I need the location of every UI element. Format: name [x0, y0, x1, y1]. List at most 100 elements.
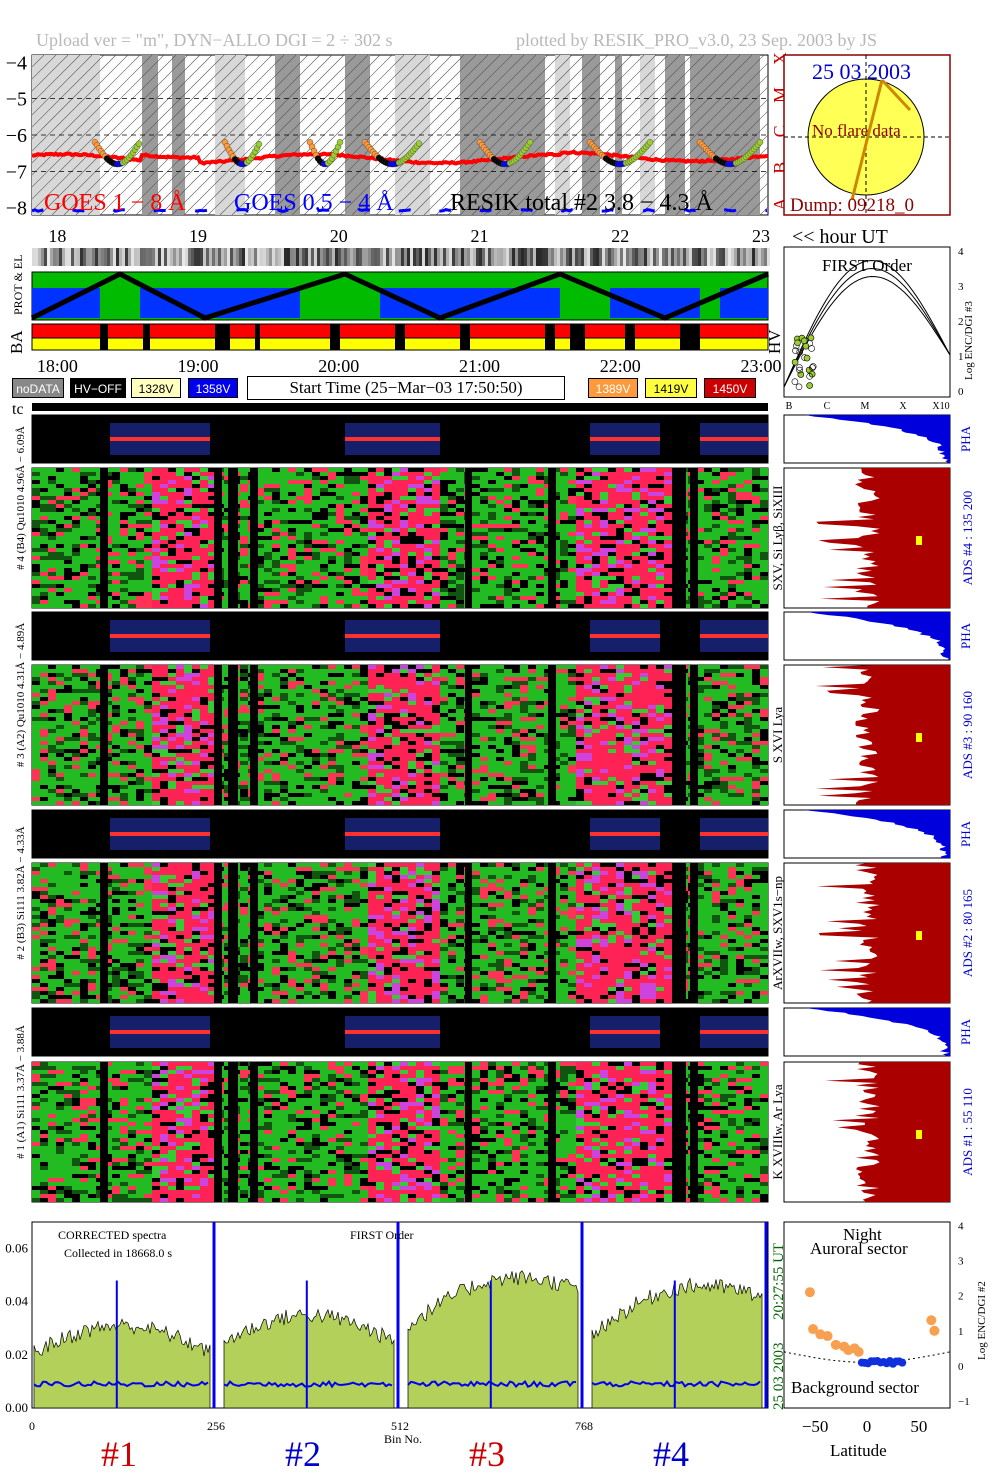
spectrogram-cell: [472, 604, 480, 608]
spectrogram-cell: [760, 564, 768, 568]
spectrogram-cell: [280, 600, 288, 604]
spectrogram-cell: [168, 596, 176, 600]
spectrogram-cell: [736, 500, 744, 504]
spectrogram-cell: [288, 536, 296, 540]
spectrogram-cell: [112, 468, 120, 472]
spectrogram-cell: [328, 516, 336, 520]
spectrogram-cell: [392, 496, 400, 500]
spectrogram-cell: [648, 528, 656, 532]
spectrogram-cell: [88, 476, 96, 480]
spectrogram-cell: [296, 472, 304, 476]
spectrogram-cell: [456, 592, 464, 596]
spectrogram-cell: [416, 564, 424, 568]
spectrogram-cell: [720, 588, 728, 592]
spectrogram-cell: [568, 536, 576, 540]
spectrogram-cell: [184, 757, 192, 761]
spectrogram-cell: [600, 548, 608, 552]
spectrogram-cell: [120, 757, 128, 761]
spectrogram-cell: [536, 476, 544, 480]
spectrogram-cell: [624, 536, 632, 540]
goes-hatch-line: [255, 55, 417, 215]
spectrogram-cell: [264, 480, 272, 484]
spectrogram-cell: [480, 524, 488, 528]
spectrogram-cell: [264, 717, 272, 721]
spectrogram-cell: [256, 540, 264, 544]
status-gray-seg: [284, 248, 287, 266]
spectrogram-cell: [376, 540, 384, 544]
ba-gap: [545, 324, 555, 350]
spectrogram-cell: [760, 580, 768, 584]
spectrogram-cell: [616, 604, 624, 608]
spectrogram-cell: [152, 548, 160, 552]
spectrogram-cell: [352, 576, 360, 580]
spectrogram-cell: [32, 741, 40, 745]
spectrogram-cell: [584, 492, 592, 496]
spectrogram-cell: [336, 468, 344, 472]
spectrogram-cell: [480, 596, 488, 600]
spectrogram-cell: [448, 584, 456, 588]
spectrogram-cell: [496, 536, 504, 540]
spectrogram-cell: [488, 584, 496, 588]
tc-bar: [32, 403, 768, 411]
first-order-xtick: B: [786, 401, 793, 412]
spectrogram-cell: [712, 544, 720, 548]
spectrogram-cell: [664, 504, 672, 508]
spectrogram-cell: [256, 793, 264, 797]
status-gray-seg: [215, 248, 218, 266]
spectrogram-cell: [568, 604, 576, 608]
spectrogram-cell: [48, 801, 56, 805]
spectrogram-cell: [72, 677, 80, 681]
spectrogram-cell: [424, 572, 432, 576]
spectrogram-gap: [672, 468, 686, 608]
status-gray-seg: [677, 248, 680, 266]
spectrogram-cell: [384, 572, 392, 576]
spectrogram-cell: [584, 532, 592, 536]
status-gray-seg: [347, 248, 350, 266]
spectrogram-cell: [696, 516, 704, 520]
spectrogram-cell: [560, 540, 568, 544]
spectrogram-cell: [312, 564, 320, 568]
spectrogram-cell: [480, 584, 488, 588]
spectrogram-cell: [144, 693, 152, 697]
spectrogram-cell: [432, 588, 440, 592]
spectrogram-cell: [88, 604, 96, 608]
spectrogram-cell: [136, 677, 144, 681]
spectrogram-cell: [536, 592, 544, 596]
spectrogram-cell: [512, 508, 520, 512]
spectrogram-cell: [352, 548, 360, 552]
spectrogram-cell: [752, 572, 760, 576]
spectrogram-cell: [240, 761, 248, 765]
spectrogram-cell: [184, 793, 192, 797]
spectrogram-cell: [240, 733, 248, 737]
spectrogram-cell: [192, 532, 200, 536]
spectrogram-cell: [648, 544, 656, 548]
spectrogram-cell: [440, 564, 448, 568]
spectrogram-cell: [208, 480, 216, 484]
spectrogram-cell: [504, 528, 512, 532]
spectrogram-cell: [368, 516, 376, 520]
spectrogram-cell: [240, 520, 248, 524]
spectrogram-cell: [584, 556, 592, 560]
spectrogram-cell: [32, 480, 40, 484]
spectrogram-cell: [48, 592, 56, 596]
spectrogram-cell: [528, 508, 536, 512]
spectrogram-cell: [392, 472, 400, 476]
spectrogram-cell: [744, 604, 752, 608]
spectrogram-cell: [296, 564, 304, 568]
status-gray-seg: [281, 248, 284, 266]
spectrogram-cell: [184, 745, 192, 749]
spectrogram-cell: [240, 476, 248, 480]
spectrogram-cell: [112, 536, 120, 540]
spectrogram-cell: [128, 564, 136, 568]
spectrogram-cell: [528, 524, 536, 528]
spectrogram-cell: [64, 785, 72, 789]
spectrogram-cell: [88, 484, 96, 488]
spectrogram-cell: [520, 588, 528, 592]
spectrogram-cell: [40, 584, 48, 588]
spectrogram-cell: [584, 504, 592, 508]
spectrogram-cell: [32, 600, 40, 604]
spectrogram-cell: [432, 548, 440, 552]
spectrogram-cell: [144, 785, 152, 789]
spectrogram-cell: [440, 588, 448, 592]
spectrogram-cell: [496, 480, 504, 484]
